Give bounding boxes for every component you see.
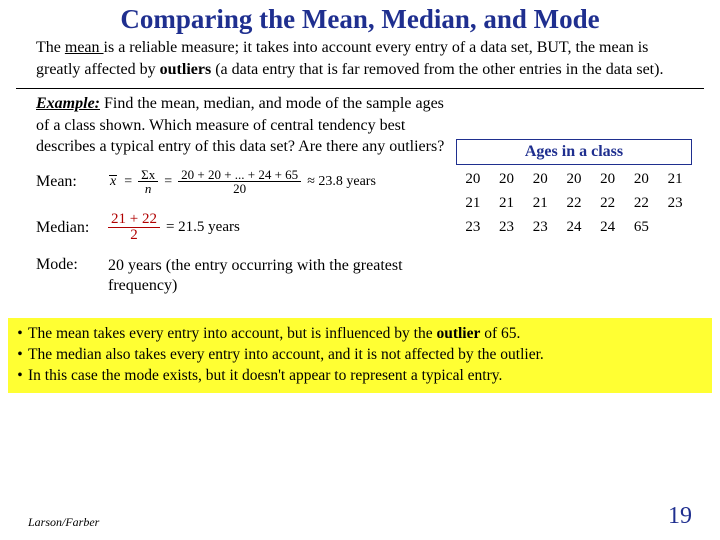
age-cell: 23 bbox=[658, 191, 692, 215]
bullet-1: The mean takes every entry into account,… bbox=[28, 324, 520, 345]
age-cell: 20 bbox=[557, 167, 591, 191]
age-cell: 21 bbox=[456, 191, 490, 215]
bullet-3: In this case the mode exists, but it doe… bbox=[28, 366, 502, 387]
b1a: The mean takes every entry into account,… bbox=[28, 325, 436, 342]
age-cell: 21 bbox=[523, 191, 557, 215]
age-cell: 23 bbox=[456, 215, 490, 239]
intro-mean-word: mean bbox=[65, 39, 104, 56]
median-result: = 21.5 years bbox=[166, 219, 240, 236]
page-number: 19 bbox=[668, 503, 692, 530]
equals-sign: = bbox=[124, 174, 132, 190]
summary-box: • The mean takes every entry into accoun… bbox=[8, 318, 712, 393]
bullet-2: The median also takes every entry into a… bbox=[28, 345, 544, 366]
age-cell: 21 bbox=[490, 191, 524, 215]
ages-row: 21 21 21 22 22 22 23 bbox=[456, 191, 692, 215]
ages-title: Ages in a class bbox=[456, 139, 692, 165]
intro-pre: The bbox=[36, 39, 65, 56]
median-num: 21 + 22 bbox=[108, 212, 160, 228]
n-text: n bbox=[145, 181, 152, 196]
age-cell: 21 bbox=[658, 167, 692, 191]
age-cell: 23 bbox=[523, 215, 557, 239]
age-cell: 20 bbox=[456, 167, 490, 191]
intro-mid2: (a data entry that is far removed from t… bbox=[211, 61, 663, 78]
bullet-row: • The mean takes every entry into accoun… bbox=[12, 324, 706, 345]
example-label: Example: bbox=[36, 95, 100, 112]
mean-label: Mean: bbox=[36, 173, 108, 191]
ages-panel: Ages in a class 20 20 20 20 20 20 21 21 … bbox=[456, 139, 692, 239]
equals-sign: = bbox=[164, 174, 172, 190]
xbar-symbol: x bbox=[108, 174, 118, 190]
age-cell bbox=[658, 215, 692, 239]
age-cell: 20 bbox=[523, 167, 557, 191]
age-cell: 22 bbox=[557, 191, 591, 215]
median-label: Median: bbox=[36, 219, 108, 237]
b1b: outlier bbox=[436, 325, 480, 342]
footer: Larson/Farber 19 bbox=[0, 503, 720, 530]
slide-title: Comparing the Mean, Median, and Mode bbox=[0, 0, 720, 37]
intro-paragraph: The mean is a reliable measure; it takes… bbox=[0, 37, 720, 86]
ages-row: 20 20 20 20 20 20 21 bbox=[456, 167, 692, 191]
mean-frac-expanded: 20 + 20 + ... + 24 + 65 20 bbox=[178, 168, 301, 196]
mode-row: Mode: 20 years (the entry occurring with… bbox=[36, 256, 684, 296]
age-cell: 22 bbox=[625, 191, 659, 215]
bullet-row: • In this case the mode exists, but it d… bbox=[12, 366, 706, 387]
n-symbol: n bbox=[142, 182, 155, 196]
intro-outliers-word: outliers bbox=[160, 61, 212, 78]
age-cell: 24 bbox=[557, 215, 591, 239]
mean-approx: ≈ 23.8 years bbox=[307, 174, 376, 190]
median-den: 2 bbox=[127, 228, 141, 244]
age-cell: 24 bbox=[591, 215, 625, 239]
b1c: of 65. bbox=[480, 325, 520, 342]
example-block: Example: Find the mean, median, and mode… bbox=[0, 93, 720, 158]
bullet-dot-icon: • bbox=[12, 345, 28, 366]
divider-rule bbox=[16, 88, 704, 89]
age-cell: 20 bbox=[591, 167, 625, 191]
bullet-row: • The median also takes every entry into… bbox=[12, 345, 706, 366]
bullet-dot-icon: • bbox=[12, 366, 28, 387]
footer-credit: Larson/Farber bbox=[28, 515, 99, 530]
ages-row: 23 23 23 24 24 65 bbox=[456, 215, 692, 239]
age-cell: 20 bbox=[625, 167, 659, 191]
age-cell: 20 bbox=[490, 167, 524, 191]
mean-den: 20 bbox=[230, 182, 249, 196]
mode-label: Mode: bbox=[36, 256, 108, 274]
age-cell: 65 bbox=[625, 215, 659, 239]
mean-frac-symbolic: Σx n bbox=[138, 168, 158, 196]
sigma-x: Σx bbox=[138, 168, 158, 182]
ages-table: 20 20 20 20 20 20 21 21 21 21 22 22 22 2… bbox=[456, 167, 692, 240]
age-cell: 23 bbox=[490, 215, 524, 239]
bullet-dot-icon: • bbox=[12, 324, 28, 345]
mean-num: 20 + 20 + ... + 24 + 65 bbox=[178, 168, 301, 182]
age-cell: 22 bbox=[591, 191, 625, 215]
mode-text: 20 years (the entry occurring with the g… bbox=[108, 256, 448, 296]
median-frac: 21 + 22 2 bbox=[108, 212, 160, 245]
